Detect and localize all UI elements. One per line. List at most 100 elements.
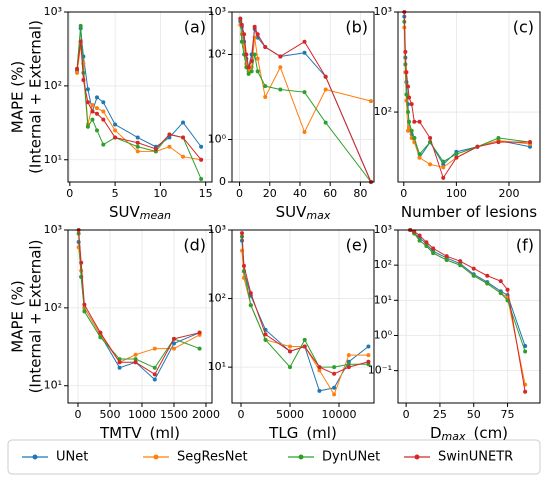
data-point xyxy=(78,23,83,28)
data-point xyxy=(153,146,158,151)
data-point xyxy=(255,32,260,37)
data-point xyxy=(405,84,410,89)
series-line xyxy=(403,27,531,168)
data-point xyxy=(424,244,429,249)
data-point xyxy=(288,344,293,349)
x-tick-label: 0 xyxy=(238,408,245,421)
x-tick-label: 10000 xyxy=(322,408,357,421)
x-label-main: D xyxy=(430,424,442,442)
data-point xyxy=(471,273,476,278)
axes-frame xyxy=(397,229,541,404)
data-point xyxy=(441,175,446,180)
y-tick-label: 10² xyxy=(374,258,392,271)
legend-box xyxy=(7,439,541,475)
data-point xyxy=(133,357,138,362)
x-label-sub: mean xyxy=(140,209,171,222)
data-point xyxy=(332,392,337,397)
data-point xyxy=(113,135,118,140)
y-tick-label: 10⁻¹ xyxy=(368,364,392,377)
x-label-unit: (ml) xyxy=(150,424,180,442)
data-point xyxy=(82,309,87,314)
data-point xyxy=(346,362,351,367)
legend-label: SwinUNETR xyxy=(438,450,513,465)
y-tick-label: 10² xyxy=(208,292,226,305)
data-point xyxy=(523,344,528,349)
data-point xyxy=(302,337,307,342)
data-point xyxy=(94,128,99,133)
y-tick-label: 10² xyxy=(44,79,62,92)
data-point xyxy=(366,344,371,349)
x-tick-label: 80 xyxy=(353,187,367,200)
x-label-unit: (cm) xyxy=(473,424,508,442)
x-axis-label: Number of lesions xyxy=(401,203,537,221)
x-axis-label: SUVmean xyxy=(109,203,171,223)
data-point xyxy=(498,279,503,284)
data-point xyxy=(255,56,260,61)
data-point xyxy=(90,109,95,114)
x-tick-label: 1000 xyxy=(128,408,156,421)
data-point xyxy=(317,388,322,393)
data-point xyxy=(317,365,322,370)
data-point xyxy=(85,87,90,92)
data-point xyxy=(404,92,409,97)
x-tick-label: 50 xyxy=(467,408,481,421)
x-tick-label: 5000 xyxy=(276,408,304,421)
data-point xyxy=(454,152,459,157)
series-line xyxy=(78,247,200,363)
data-point xyxy=(523,389,528,394)
data-point xyxy=(248,303,253,308)
data-point xyxy=(78,39,83,44)
data-point xyxy=(403,62,408,67)
data-point xyxy=(332,371,337,376)
data-point xyxy=(181,154,186,159)
series-line xyxy=(403,21,531,163)
data-point xyxy=(528,140,533,145)
x-axis-label: Dmax (cm) xyxy=(430,424,508,444)
data-point xyxy=(528,144,533,149)
y-tick-label: 10³ xyxy=(374,5,392,18)
x-tick-label: 10 xyxy=(153,187,167,200)
data-point xyxy=(94,106,99,111)
series-line xyxy=(403,11,531,180)
axes-frame xyxy=(67,229,213,404)
data-point xyxy=(505,287,510,292)
data-point xyxy=(417,152,422,157)
data-point xyxy=(317,368,322,373)
data-point xyxy=(101,142,106,147)
data-point xyxy=(101,109,106,114)
data-point xyxy=(263,45,268,50)
x-axis-label: TMTV (ml) xyxy=(99,424,180,442)
data-point xyxy=(417,233,422,238)
series-line xyxy=(78,229,200,376)
data-point xyxy=(133,360,138,365)
x-tick-label: 0 xyxy=(236,187,243,200)
data-point xyxy=(417,238,422,243)
data-point xyxy=(323,87,328,92)
data-point xyxy=(152,372,157,377)
legend-label: DynUNet xyxy=(322,450,380,465)
data-point xyxy=(302,344,307,349)
data-point xyxy=(454,155,459,160)
x-tick-label: 40 xyxy=(293,187,307,200)
data-point xyxy=(152,377,157,382)
plot-area xyxy=(408,228,528,394)
data-point xyxy=(75,66,80,71)
series-line xyxy=(78,233,200,369)
x-label-unit: (ml) xyxy=(306,424,336,442)
data-point xyxy=(332,365,337,370)
y-tick-label: 10³ xyxy=(44,223,62,236)
data-point xyxy=(90,117,95,122)
x-tick-label: 5 xyxy=(112,187,119,200)
data-point xyxy=(412,136,417,141)
data-point xyxy=(113,122,118,127)
panel-label: (b) xyxy=(345,18,368,37)
legend-marker xyxy=(153,454,159,460)
data-point xyxy=(417,155,422,160)
series-line xyxy=(241,250,369,396)
data-point xyxy=(197,330,202,335)
data-point xyxy=(441,165,446,170)
data-point xyxy=(242,32,247,37)
data-point xyxy=(346,353,351,358)
data-point xyxy=(135,149,140,154)
data-point xyxy=(197,346,202,351)
